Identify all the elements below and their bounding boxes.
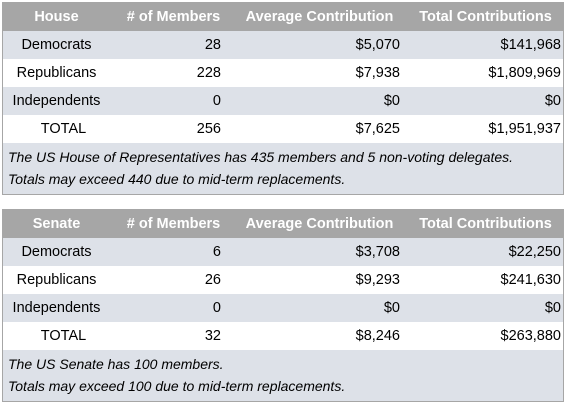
senate-header-members: # of Members <box>126 216 221 232</box>
row-label: Republicans <box>16 65 97 81</box>
row-total: $241,630 <box>500 272 561 288</box>
row-members: 0 <box>212 300 221 316</box>
house-header-total: Total Contributions <box>419 9 552 25</box>
row-label: Democrats <box>21 37 92 53</box>
row-label: TOTAL <box>40 121 87 137</box>
row-members: 6 <box>212 244 221 260</box>
row-average: $7,938 <box>355 65 400 81</box>
row-label: TOTAL <box>40 328 87 344</box>
row-label: Democrats <box>21 244 92 260</box>
house-header-row: House # of Members Average Contribution … <box>3 3 563 31</box>
row-label: Republicans <box>16 272 97 288</box>
house-row-total: TOTAL 256 $7,625 $1,951,937 <box>3 115 563 143</box>
row-total: $0 <box>544 93 561 109</box>
senate-row-total: TOTAL 32 $8,246 $263,880 <box>3 322 563 350</box>
house-header-members: # of Members <box>126 9 221 25</box>
row-average: $0 <box>383 300 400 316</box>
senate-row-independents: Independents 0 $0 $0 <box>3 294 563 322</box>
row-members: 228 <box>196 65 221 81</box>
senate-note-line2: Totals may exceed 100 due to mid-term re… <box>8 378 346 394</box>
row-total: $263,880 <box>500 328 561 344</box>
row-total: $1,951,937 <box>488 121 561 137</box>
house-row-independents: Independents 0 $0 $0 <box>3 87 563 115</box>
senate-header-chamber: Senate <box>32 216 81 232</box>
house-note-line1: The US House of Representatives has 435 … <box>8 149 514 165</box>
senate-header-total: Total Contributions <box>419 216 552 232</box>
row-average: $3,708 <box>355 244 400 260</box>
row-average: $0 <box>383 93 400 109</box>
senate-note-line1: The US Senate has 100 members. <box>8 356 224 372</box>
row-total: $22,250 <box>508 244 561 260</box>
house-row-democrats: Democrats 28 $5,070 $141,968 <box>3 31 563 59</box>
senate-row-republicans: Republicans 26 $9,293 $241,630 <box>3 266 563 294</box>
house-table: House # of Members Average Contribution … <box>2 2 564 195</box>
house-header-average: Average Contribution <box>245 9 394 25</box>
row-members: 28 <box>204 37 221 53</box>
house-header-chamber: House <box>34 9 79 25</box>
row-members: 0 <box>212 93 221 109</box>
row-average: $5,070 <box>355 37 400 53</box>
senate-note: The US Senate has 100 members. Totals ma… <box>3 350 563 401</box>
row-total: $1,809,969 <box>488 65 561 81</box>
senate-row-democrats: Democrats 6 $3,708 $22,250 <box>3 238 563 266</box>
senate-header-average: Average Contribution <box>245 216 394 232</box>
senate-header-row: Senate # of Members Average Contribution… <box>3 210 563 238</box>
row-total: $141,968 <box>500 37 561 53</box>
row-label: Independents <box>12 93 101 109</box>
row-average: $8,246 <box>355 328 400 344</box>
house-note-line2: Totals may exceed 440 due to mid-term re… <box>8 171 346 187</box>
house-note: The US House of Representatives has 435 … <box>3 143 563 194</box>
row-label: Independents <box>12 300 101 316</box>
row-members: 26 <box>204 272 221 288</box>
row-total: $0 <box>544 300 561 316</box>
row-average: $7,625 <box>355 121 400 137</box>
row-members: 256 <box>196 121 221 137</box>
row-members: 32 <box>204 328 221 344</box>
senate-table: Senate # of Members Average Contribution… <box>2 209 564 402</box>
house-row-republicans: Republicans 228 $7,938 $1,809,969 <box>3 59 563 87</box>
row-average: $9,293 <box>355 272 400 288</box>
